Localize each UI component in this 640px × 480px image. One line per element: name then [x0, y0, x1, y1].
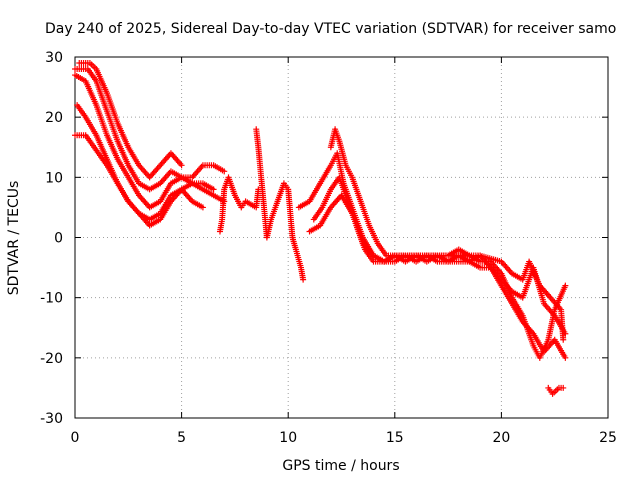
y-tick-label: -10: [40, 291, 63, 307]
data-point: [199, 204, 206, 211]
x-tick-label: 20: [492, 430, 510, 446]
series-track-d: [327, 126, 567, 343]
grid-layer: [75, 57, 608, 418]
data-layer: [72, 60, 569, 397]
y-tick-label: 10: [45, 170, 63, 186]
x-tick-label: 0: [71, 430, 80, 446]
y-tick-label: 30: [45, 50, 63, 66]
data-point: [562, 282, 569, 289]
data-point: [210, 186, 217, 193]
data-point: [221, 168, 228, 175]
series-outliers-late: [545, 384, 567, 397]
chart-title: Day 240 of 2025, Sidereal Day-to-day VTE…: [45, 21, 616, 37]
data-point: [178, 162, 185, 169]
x-tick-label: 15: [386, 430, 404, 446]
y-tick-label: 20: [45, 110, 63, 126]
data-point: [560, 384, 567, 391]
tick-layer: 0 5 10 15 20 25 -30 -20 -10 0 10 20 30: [40, 50, 617, 446]
series-track-4: [72, 132, 206, 223]
plot-frame: [74, 56, 609, 419]
series-track-2: [72, 66, 228, 205]
series-track-5: [76, 60, 185, 181]
y-axis-label: SDTVAR / TECUs: [6, 181, 22, 296]
y-tick-label: -20: [40, 351, 63, 367]
series-track-1: [72, 72, 228, 211]
y-tick-label: 0: [54, 231, 63, 247]
y-tick-label: -30: [40, 411, 63, 427]
series-track-3: [74, 102, 217, 229]
x-axis-label: GPS time / hours: [282, 458, 399, 474]
x-tick-label: 5: [177, 430, 186, 446]
x-tick-label: 10: [279, 430, 297, 446]
data-point: [300, 276, 307, 283]
series-evening-cluster: [216, 126, 307, 283]
x-tick-label: 25: [599, 430, 617, 446]
data-point: [560, 336, 567, 343]
data-point: [562, 354, 569, 361]
